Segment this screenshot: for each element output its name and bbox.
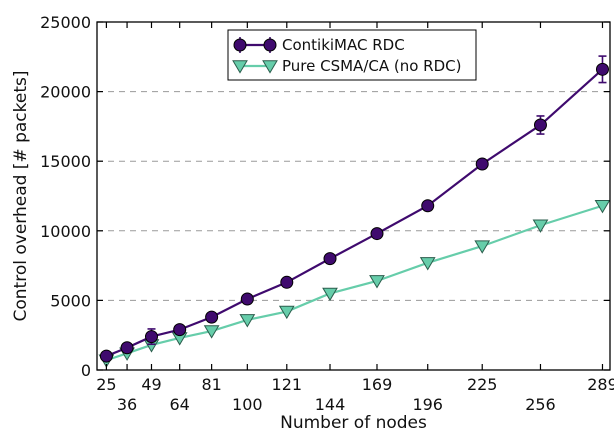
legend-label-contikimac: ContikiMAC RDC [282, 36, 405, 54]
data-point [370, 227, 384, 241]
y-tick-label: 10000 [40, 222, 91, 241]
data-point [120, 341, 134, 355]
x-tick-label: 49 [141, 375, 161, 394]
legend-point [263, 38, 277, 52]
x-tick-label: 289 [587, 375, 614, 394]
legend-point [262, 60, 278, 74]
x-tick-label: 196 [412, 395, 443, 414]
data-point [278, 305, 295, 320]
x-tick-label: 169 [362, 375, 393, 394]
x-tick-label: 144 [315, 395, 346, 414]
data-point [240, 292, 254, 306]
data-point [475, 157, 489, 171]
x-tick-label: 256 [525, 395, 556, 414]
data-point [421, 199, 435, 213]
x-tick-label: 225 [467, 375, 498, 394]
data-point [532, 219, 549, 233]
legend: ContikiMAC RDC Pure CSMA/CA (no RDC) [227, 29, 477, 81]
series-csma [98, 199, 611, 368]
series-line [105, 68, 604, 358]
y-tick-label: 25000 [40, 13, 91, 32]
data-point [205, 310, 219, 324]
data-point [203, 325, 220, 339]
plot-frame [96, 21, 611, 371]
x-tick-label: 100 [232, 395, 263, 414]
x-tick-label: 36 [117, 395, 137, 414]
data-point [323, 252, 337, 266]
legend-marker-csma [232, 60, 278, 74]
data-point [239, 314, 256, 328]
data-point [419, 257, 436, 271]
legend-point [232, 60, 248, 74]
x-tick-label: 25 [96, 375, 116, 394]
series-contikimac [99, 55, 609, 363]
data-point [173, 323, 187, 337]
data-point [594, 199, 611, 214]
data-point [533, 118, 547, 132]
series-layer [98, 55, 611, 368]
x-tick-label: 64 [170, 395, 190, 414]
x-axis-title: Number of nodes [280, 413, 427, 430]
y-tick-label: 15000 [40, 152, 91, 171]
legend-marker-contikimac [233, 37, 277, 53]
y-tick-label: 20000 [40, 83, 91, 102]
data-point [99, 349, 113, 363]
data-point [595, 62, 609, 76]
legend-point [233, 38, 247, 52]
data-point [369, 275, 385, 289]
grid-layer [97, 91, 610, 301]
x-tick-label: 81 [201, 375, 221, 394]
legend-label-csma: Pure CSMA/CA (no RDC) [282, 57, 461, 75]
y-axis-title: Control overhead [# packets] [11, 71, 31, 322]
y-tick-label: 0 [81, 361, 91, 380]
x-tick-label: 121 [272, 375, 303, 394]
data-point [280, 275, 294, 289]
data-point [144, 330, 158, 344]
data-point [322, 287, 338, 302]
y-tick-label: 5000 [50, 291, 91, 310]
data-point [474, 240, 491, 254]
